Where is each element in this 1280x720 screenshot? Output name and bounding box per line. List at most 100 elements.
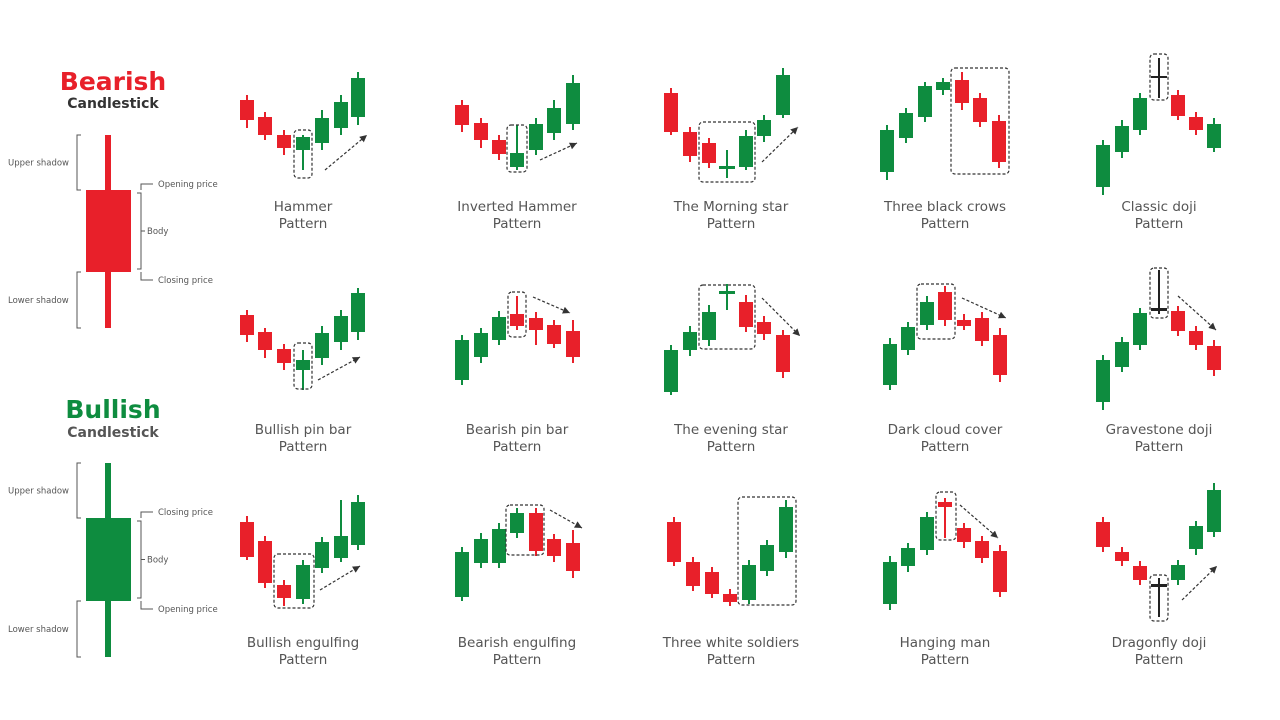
annotation: Body [147, 227, 168, 237]
wick [516, 125, 518, 170]
body [240, 522, 254, 557]
body [683, 132, 697, 156]
body [938, 292, 952, 320]
trend-arrow [961, 297, 1007, 319]
pattern-label: The Morning star [673, 199, 789, 215]
body [955, 80, 969, 103]
highlight-box [507, 291, 527, 338]
trend-arrow [959, 504, 999, 539]
body [667, 522, 681, 562]
body [529, 124, 543, 150]
annotation: Opening price [158, 180, 218, 190]
body [1207, 346, 1221, 370]
body [474, 123, 488, 140]
body [901, 327, 915, 350]
highlight-box [506, 124, 528, 173]
body [880, 130, 894, 172]
body [351, 502, 365, 545]
body [1096, 145, 1110, 187]
annotation: Upper shadow [8, 159, 69, 169]
body [258, 541, 272, 583]
body [1189, 331, 1203, 345]
body [683, 332, 697, 350]
pattern-label: Hammer [274, 199, 333, 215]
body [492, 529, 506, 563]
body [883, 344, 897, 385]
body [901, 548, 915, 566]
body [277, 349, 291, 363]
body [1189, 526, 1203, 549]
body [757, 322, 771, 334]
annotation: Upper shadow [8, 487, 69, 497]
body [315, 118, 329, 143]
body [510, 153, 524, 167]
body [664, 93, 678, 132]
pattern-label: Classic doji [1121, 199, 1196, 215]
body [474, 333, 488, 357]
highlight-box [273, 553, 315, 609]
wick [340, 500, 342, 562]
body [918, 86, 932, 117]
body [993, 551, 1007, 592]
body [492, 317, 506, 340]
body [742, 565, 756, 600]
pattern-label: Bearish engulfing [458, 635, 576, 651]
body [957, 528, 971, 542]
trend-arrow [317, 356, 361, 381]
body [760, 545, 774, 571]
pattern-label: Bullish pin bar [255, 422, 352, 438]
bracket [137, 520, 145, 599]
body [474, 539, 488, 563]
bracket [140, 272, 153, 281]
wick [1158, 270, 1160, 314]
body [351, 293, 365, 332]
bracket [137, 192, 145, 270]
pattern-label: Dragonfly doji [1112, 635, 1207, 651]
body [258, 332, 272, 350]
body [258, 117, 272, 135]
body [547, 108, 561, 133]
trend-arrow [761, 297, 801, 337]
pattern-label: Pattern [493, 652, 542, 668]
body [315, 333, 329, 358]
body [334, 102, 348, 128]
body [776, 75, 790, 115]
body [277, 585, 291, 598]
highlight-box [1149, 53, 1169, 101]
body [547, 325, 561, 344]
body [920, 517, 934, 550]
body [1133, 566, 1147, 580]
body [1207, 124, 1221, 148]
body [296, 137, 310, 150]
body [86, 518, 131, 601]
trend-arrow [1177, 295, 1217, 331]
bracket [76, 600, 81, 658]
pattern-label: Pattern [921, 216, 970, 232]
body [1096, 522, 1110, 547]
body [957, 320, 971, 326]
highlight-box [293, 342, 313, 390]
pattern-label: Pattern [1135, 439, 1184, 455]
trend-arrow [532, 296, 571, 314]
pattern-label: Pattern [1135, 216, 1184, 232]
wick [944, 498, 946, 538]
pattern-label: Gravestone doji [1106, 422, 1213, 438]
bullish-title: Bullish [65, 395, 160, 424]
pattern-label: Pattern [493, 439, 542, 455]
bracket [140, 511, 153, 518]
body [686, 562, 700, 586]
body [529, 513, 543, 551]
highlight-box [737, 496, 797, 606]
trend-arrow [324, 134, 368, 171]
body [1115, 342, 1129, 367]
body [86, 190, 131, 272]
body [1096, 360, 1110, 402]
pattern-label: Pattern [1135, 652, 1184, 668]
body [455, 105, 469, 125]
wick [726, 150, 728, 178]
bracket [76, 462, 81, 519]
body [1133, 313, 1147, 345]
body [664, 350, 678, 392]
body [334, 536, 348, 558]
body [719, 166, 735, 169]
